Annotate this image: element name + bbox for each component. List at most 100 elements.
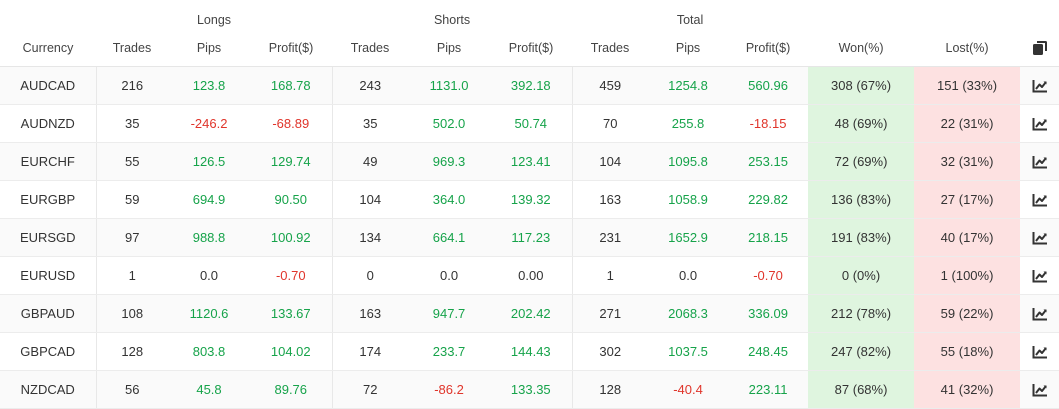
total-pips-cell: 255.8 xyxy=(648,104,729,143)
chart-line-icon[interactable] xyxy=(1020,332,1059,371)
longs-pips-cell: 988.8 xyxy=(168,218,250,257)
total-trades-cell: 104 xyxy=(571,142,649,181)
total-profit-cell: -0.70 xyxy=(728,256,809,295)
total-profit-cell: -18.15 xyxy=(728,104,809,143)
won-cell: 48 (69%) xyxy=(808,104,915,143)
total-trades-cell: 231 xyxy=(571,218,649,257)
longs-pips-cell: 1120.6 xyxy=(168,294,250,333)
total-trades-cell: 163 xyxy=(571,180,649,219)
won-cell: 72 (69%) xyxy=(808,142,915,181)
shorts-trades-cell: 243 xyxy=(331,66,409,105)
won-cell: 136 (83%) xyxy=(808,180,915,219)
col-longs-trades[interactable]: Trades xyxy=(96,29,168,67)
copy-icon[interactable] xyxy=(1020,29,1059,67)
col-longs-profit[interactable]: Profit($) xyxy=(250,29,333,67)
longs-profit-cell: 100.92 xyxy=(250,218,333,257)
longs-pips-cell: 45.8 xyxy=(168,370,250,409)
column-header-row: Currency Trades Pips Profit($) Trades Pi… xyxy=(0,29,1059,67)
group-spacer-right xyxy=(808,0,1059,29)
shorts-pips-cell: 502.0 xyxy=(408,104,491,143)
shorts-pips-cell: 969.3 xyxy=(408,142,491,181)
table-header: Longs Shorts Total Currency Trades Pips … xyxy=(0,0,1059,67)
col-shorts-pips[interactable]: Pips xyxy=(408,29,491,67)
table-row: GBPAUD 108 1120.6 133.67 163 947.7 202.4… xyxy=(0,294,1059,333)
won-cell: 87 (68%) xyxy=(808,370,915,409)
total-pips-cell: -40.4 xyxy=(648,370,729,409)
longs-profit-cell: 168.78 xyxy=(250,66,333,105)
chart-line-icon[interactable] xyxy=(1020,180,1059,219)
col-total-profit[interactable]: Profit($) xyxy=(728,29,809,67)
total-pips-cell: 1058.9 xyxy=(648,180,729,219)
total-pips-cell: 1652.9 xyxy=(648,218,729,257)
lost-cell: 151 (33%) xyxy=(914,66,1021,105)
total-pips-cell: 1095.8 xyxy=(648,142,729,181)
total-profit-cell: 223.11 xyxy=(728,370,809,409)
longs-pips-cell: 803.8 xyxy=(168,332,250,371)
longs-trades-cell: 216 xyxy=(95,66,168,105)
shorts-pips-cell: -86.2 xyxy=(408,370,491,409)
col-total-trades[interactable]: Trades xyxy=(572,29,649,67)
chart-line-icon[interactable] xyxy=(1020,104,1059,143)
chart-line-icon[interactable] xyxy=(1020,256,1059,295)
longs-pips-cell: 0.0 xyxy=(168,256,250,295)
longs-profit-cell: -0.70 xyxy=(250,256,333,295)
shorts-pips-cell: 0.0 xyxy=(408,256,491,295)
total-trades-cell: 302 xyxy=(571,332,649,371)
total-trades-cell: 70 xyxy=(571,104,649,143)
lost-cell: 1 (100%) xyxy=(914,256,1021,295)
total-pips-cell: 1037.5 xyxy=(648,332,729,371)
total-profit-cell: 253.15 xyxy=(728,142,809,181)
longs-profit-cell: 133.67 xyxy=(250,294,333,333)
longs-pips-cell: 126.5 xyxy=(168,142,250,181)
currency-cell: AUDNZD xyxy=(0,104,96,143)
lost-cell: 55 (18%) xyxy=(914,332,1021,371)
lost-cell: 40 (17%) xyxy=(914,218,1021,257)
shorts-trades-cell: 72 xyxy=(331,370,409,409)
lost-cell: 41 (32%) xyxy=(914,370,1021,409)
table-row: EURCHF 55 126.5 129.74 49 969.3 123.41 1… xyxy=(0,142,1059,181)
longs-profit-cell: 90.50 xyxy=(250,180,333,219)
currency-cell: EURUSD xyxy=(0,256,96,295)
col-won[interactable]: Won(%) xyxy=(808,29,915,67)
lost-cell: 27 (17%) xyxy=(914,180,1021,219)
group-spacer xyxy=(0,0,96,29)
table-row: EURGBP 59 694.9 90.50 104 364.0 139.32 1… xyxy=(0,180,1059,219)
shorts-pips-cell: 233.7 xyxy=(408,332,491,371)
chart-line-icon[interactable] xyxy=(1020,370,1059,409)
longs-trades-cell: 55 xyxy=(95,142,168,181)
group-shorts: Shorts xyxy=(433,13,471,27)
currency-cell: GBPCAD xyxy=(0,332,96,371)
col-total-pips[interactable]: Pips xyxy=(648,29,729,67)
chart-line-icon[interactable] xyxy=(1020,66,1059,105)
chart-line-icon[interactable] xyxy=(1020,218,1059,257)
chart-line-icon[interactable] xyxy=(1020,142,1059,181)
lost-cell: 32 (31%) xyxy=(914,142,1021,181)
currency-cell: NZDCAD xyxy=(0,370,96,409)
col-lost[interactable]: Lost(%) xyxy=(914,29,1021,67)
total-profit-cell: 248.45 xyxy=(728,332,809,371)
shorts-trades-cell: 0 xyxy=(331,256,409,295)
longs-trades-cell: 108 xyxy=(95,294,168,333)
longs-trades-cell: 56 xyxy=(95,370,168,409)
currency-cell: AUDCAD xyxy=(0,66,96,105)
total-profit-cell: 560.96 xyxy=(728,66,809,105)
col-longs-pips[interactable]: Pips xyxy=(168,29,250,67)
shorts-profit-cell: 123.41 xyxy=(490,142,573,181)
table-row: EURUSD 1 0.0 -0.70 0 0.0 0.00 1 0.0 -0.7… xyxy=(0,256,1059,295)
total-pips-cell: 2068.3 xyxy=(648,294,729,333)
chart-line-icon[interactable] xyxy=(1020,294,1059,333)
table-row: AUDNZD 35 -246.2 -68.89 35 502.0 50.74 7… xyxy=(0,104,1059,143)
total-trades-cell: 1 xyxy=(571,256,649,295)
shorts-pips-cell: 364.0 xyxy=(408,180,491,219)
group-header-row: Longs Shorts Total xyxy=(0,0,1059,29)
shorts-trades-cell: 134 xyxy=(331,218,409,257)
col-shorts-trades[interactable]: Trades xyxy=(332,29,409,67)
shorts-profit-cell: 117.23 xyxy=(490,218,573,257)
longs-profit-cell: 89.76 xyxy=(250,370,333,409)
col-currency[interactable]: Currency xyxy=(0,29,96,67)
shorts-trades-cell: 35 xyxy=(331,104,409,143)
shorts-pips-cell: 947.7 xyxy=(408,294,491,333)
won-cell: 308 (67%) xyxy=(808,66,915,105)
col-shorts-profit[interactable]: Profit($) xyxy=(490,29,573,67)
